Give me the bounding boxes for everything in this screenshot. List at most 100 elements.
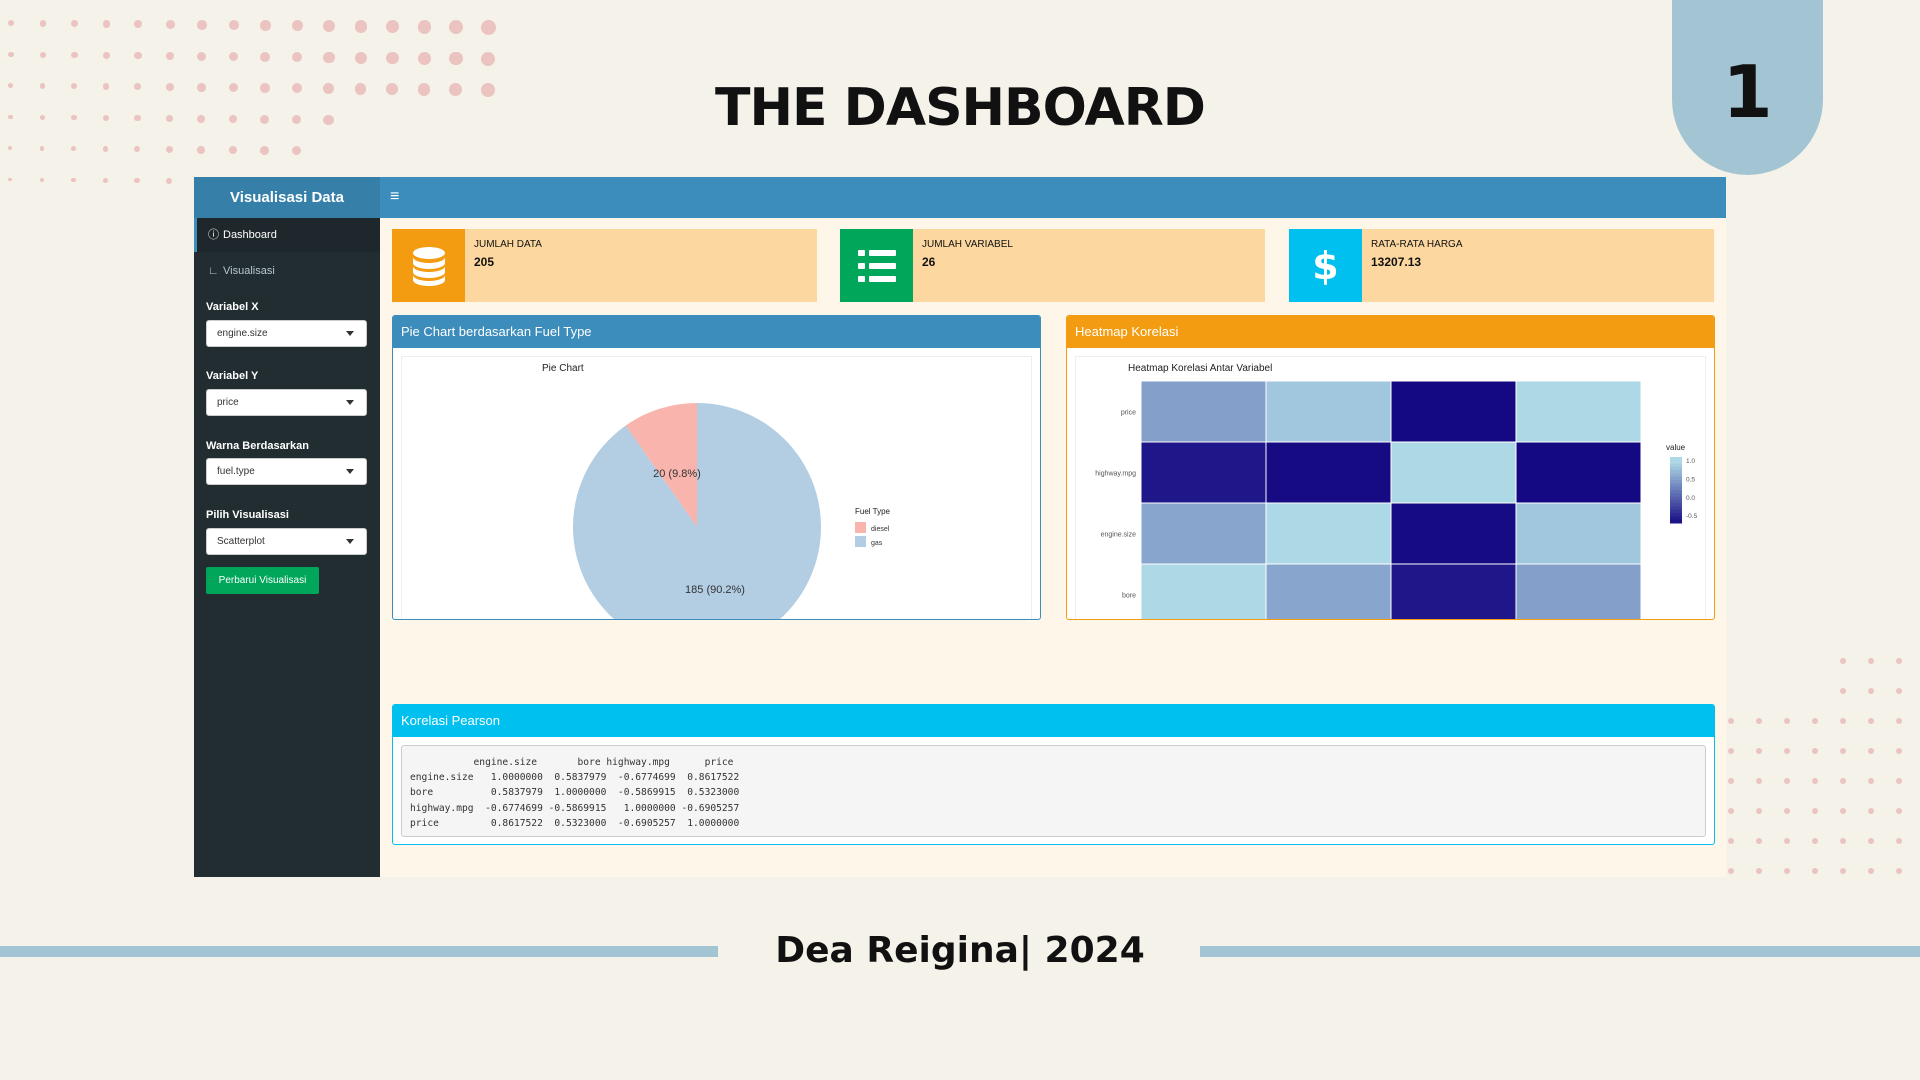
heatmap-legend-step — [1670, 486, 1682, 491]
decorative-dot — [1896, 868, 1902, 874]
heatmap-legend-step — [1670, 476, 1682, 481]
value-box-value: 205 — [474, 255, 495, 269]
decorative-dot — [1868, 808, 1874, 814]
update-visualization-button[interactable]: Perbarui Visualisasi — [206, 567, 319, 594]
decorative-dot — [197, 146, 205, 154]
decorative-dot — [1868, 838, 1874, 844]
sidebar-item-dashboard[interactable]: ⓘ Dashboard — [194, 218, 380, 252]
decorative-dot — [1840, 868, 1846, 874]
decorative-dot — [1896, 658, 1902, 664]
color-by-select[interactable]: fuel.type — [206, 458, 367, 485]
decorative-dot — [8, 146, 12, 150]
decorative-dot — [228, 114, 238, 124]
decorative-dot — [1840, 718, 1846, 724]
info-circle-icon: ⓘ — [208, 229, 219, 241]
decorative-dot — [323, 20, 335, 32]
footer-line-left — [0, 946, 718, 957]
decorative-dot — [165, 177, 172, 184]
decorative-dot — [260, 83, 270, 93]
heatmap-legend-step — [1670, 470, 1682, 474]
decorative-dot — [1896, 808, 1902, 814]
heatmap-legend-title: value — [1666, 443, 1686, 452]
decorative-dot — [102, 51, 110, 59]
decorative-dot — [1728, 868, 1734, 874]
variable-x-select[interactable]: engine.size — [206, 320, 367, 347]
variable-y-select[interactable]: price — [206, 389, 367, 416]
slide-title: THE DASHBOARD — [715, 78, 1206, 138]
decorative-dot — [291, 146, 301, 156]
pie-legend-label: gas — [871, 540, 883, 547]
decorative-dot — [386, 51, 399, 65]
decorative-dot — [1840, 658, 1846, 664]
heatmap-legend-step — [1670, 506, 1682, 511]
decorative-dot — [134, 146, 141, 153]
decorative-dot — [291, 83, 302, 94]
heatmap-legend-step — [1670, 519, 1682, 524]
decorative-dot — [386, 83, 399, 96]
decorative-dot — [260, 51, 271, 62]
decorative-dot — [1868, 748, 1874, 754]
decorative-dot — [417, 51, 431, 65]
decorative-dot — [134, 114, 141, 122]
decorative-dot — [323, 51, 335, 63]
pearson-panel: Korelasi Pearson engine.size bore highwa… — [392, 704, 1715, 845]
heatmap-legend-step — [1670, 466, 1682, 471]
correlation-line: engine.size bore highway.mpg price — [410, 757, 734, 768]
decorative-dot — [1896, 688, 1902, 694]
app-brand[interactable]: Visualisasi Data — [194, 177, 380, 218]
decorative-dot — [1756, 748, 1762, 754]
decorative-dot — [1840, 688, 1846, 694]
decorative-dot — [1784, 808, 1790, 814]
top-navbar: ≡ — [380, 177, 1726, 218]
decorative-dot — [102, 83, 110, 90]
sidebar-item-visualisasi[interactable]: ∟ Visualisasi — [194, 254, 380, 288]
hamburger-menu-icon[interactable]: ≡ — [390, 188, 400, 205]
heatmap-legend-step — [1670, 499, 1682, 504]
heatmap-legend-step — [1670, 480, 1682, 484]
decorative-dot — [39, 146, 45, 151]
decorative-dot — [1728, 718, 1734, 724]
decorative-dot — [8, 177, 12, 181]
decorative-dot — [165, 83, 174, 91]
decorative-dot — [165, 51, 174, 60]
correlation-line: price 0.8617522 0.5323000 -0.6905257 1.0… — [410, 817, 740, 829]
heatmap-legend-step — [1670, 460, 1682, 465]
decorative-dot — [71, 20, 79, 28]
decorative-dot — [102, 20, 111, 28]
decorative-dot — [39, 177, 44, 182]
decorative-dot — [354, 83, 367, 95]
chevron-down-icon — [346, 469, 354, 474]
decorative-dot — [1784, 778, 1790, 784]
chevron-down-icon — [346, 400, 354, 405]
decorative-dot — [354, 51, 367, 64]
chevron-down-icon — [346, 539, 354, 544]
decorative-dot — [102, 114, 109, 121]
list-icon — [840, 229, 913, 302]
visualization-select[interactable]: Scatterplot — [206, 528, 367, 555]
color-by-value: fuel.type — [217, 466, 255, 477]
decorative-dot — [39, 20, 47, 27]
correlation-line: engine.size 1.0000000 0.5837979 -0.67746… — [410, 772, 740, 784]
heatmap-legend-step — [1670, 490, 1682, 494]
decorative-dot — [291, 20, 303, 32]
decorative-dot — [134, 177, 140, 184]
correlation-output: engine.size bore highway.mpg price engin… — [401, 745, 1706, 837]
decorative-dot — [260, 20, 271, 31]
decorative-dot — [71, 83, 78, 90]
heatmap-legend-step — [1670, 503, 1682, 507]
value-box-title: JUMLAH DATA — [474, 239, 542, 250]
decorative-dot — [165, 20, 175, 29]
correlation-line: highway.mpg -0.6774699 -0.5869915 1.0000… — [410, 802, 740, 814]
decorative-dot — [165, 146, 173, 153]
heatmap-legend-step — [1670, 457, 1682, 461]
decorative-dot — [1756, 718, 1762, 724]
decorative-dot — [291, 114, 302, 125]
decorative-dot — [228, 20, 239, 31]
decorative-dot — [1840, 748, 1846, 754]
heatmap-cell — [1140, 380, 1267, 443]
decorative-dot — [1840, 778, 1846, 784]
pie-plot-title: Pie Chart — [542, 363, 584, 374]
heatmap-panel: Heatmap Korelasi Heatmap Korelasi Antar … — [1066, 315, 1715, 620]
sidebar-item-label: Dashboard — [223, 229, 277, 241]
